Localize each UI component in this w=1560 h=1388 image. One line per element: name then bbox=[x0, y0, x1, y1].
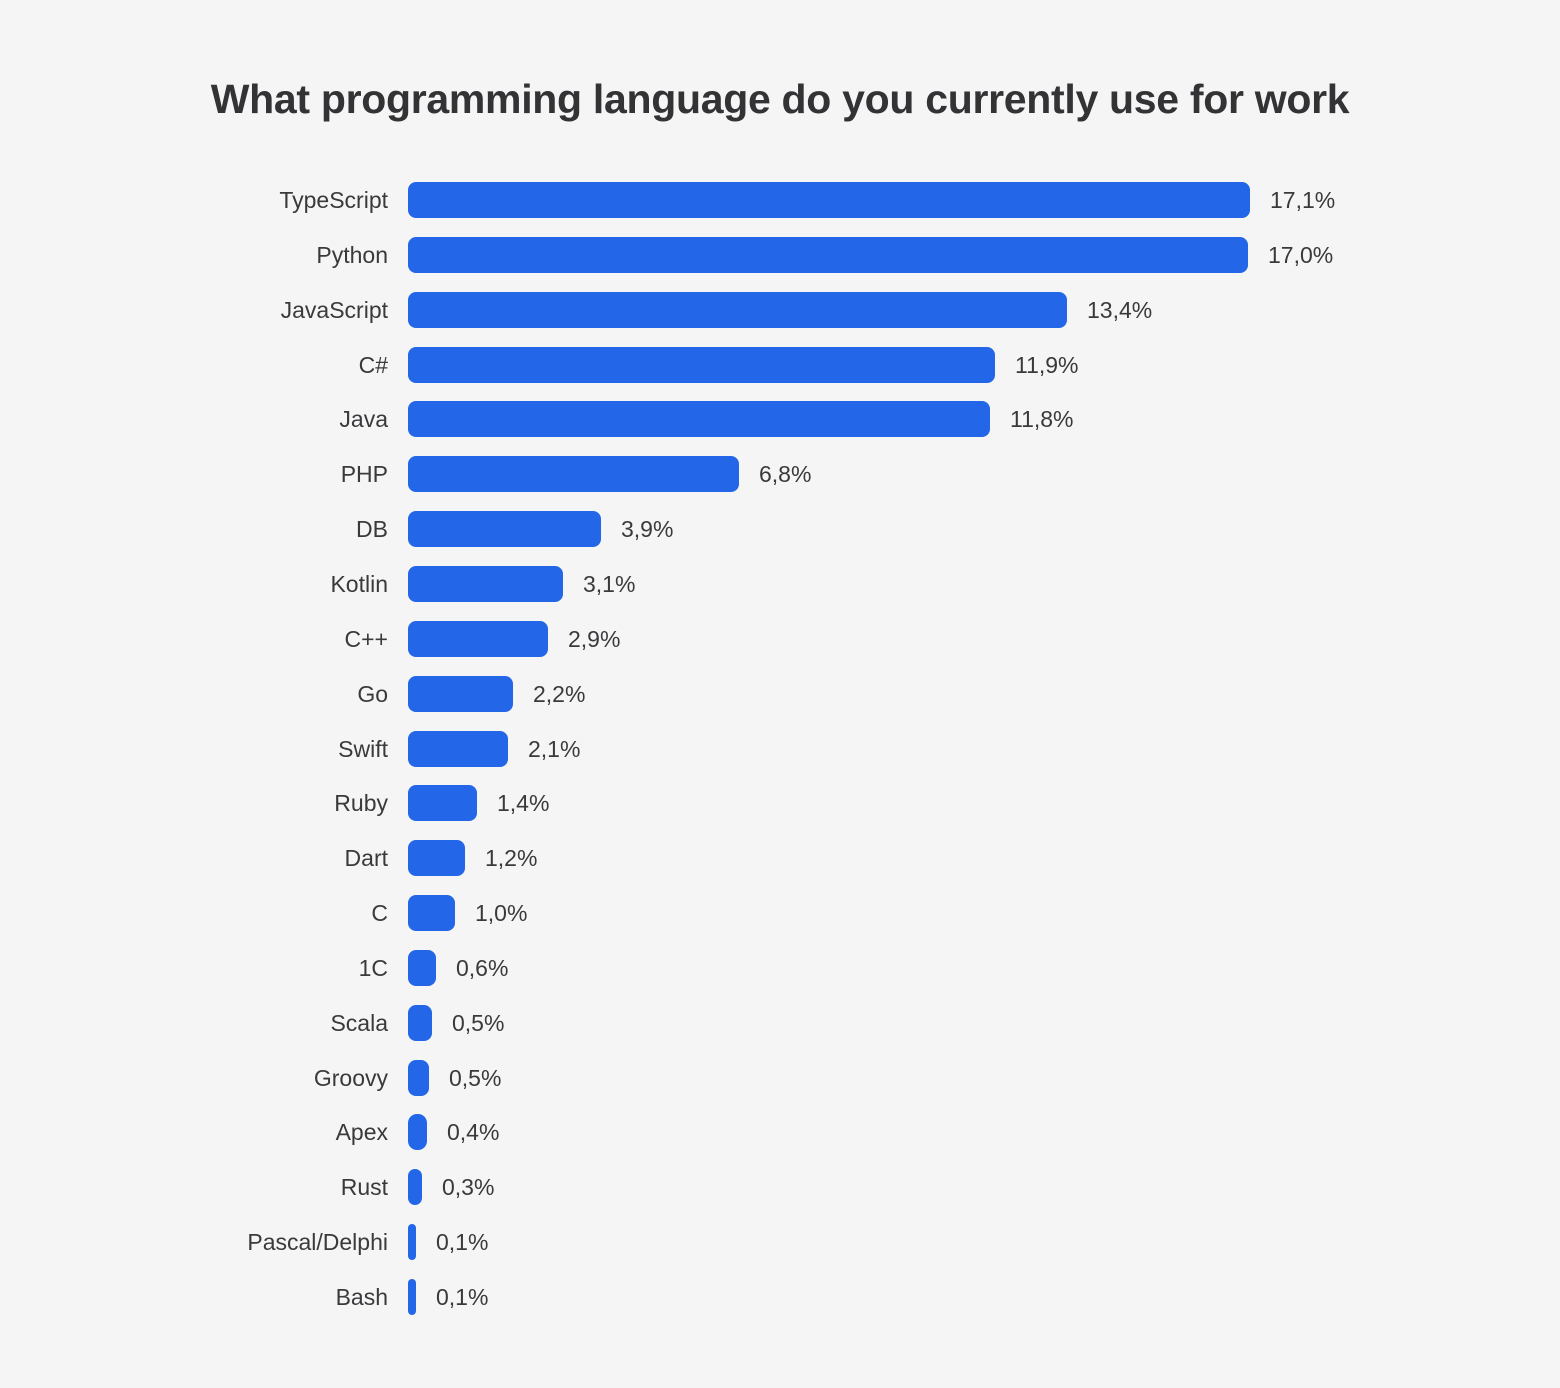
bar bbox=[408, 401, 990, 437]
bar-row: JavaScript 13,4% bbox=[0, 292, 1560, 328]
value-label: 0,6% bbox=[456, 955, 509, 981]
bar-row: Dart 1,2% bbox=[0, 840, 1560, 876]
bar-row: Bash 0,1% bbox=[0, 1279, 1560, 1315]
bar bbox=[408, 1005, 432, 1041]
bar-row: Python 17,0% bbox=[0, 237, 1560, 273]
bar bbox=[408, 840, 465, 876]
value-label: 1,4% bbox=[497, 790, 550, 816]
bar-row: Pascal/Delphi 0,1% bbox=[0, 1224, 1560, 1260]
bar-row: C# 11,9% bbox=[0, 347, 1560, 383]
value-label: 2,2% bbox=[533, 681, 586, 707]
bar bbox=[408, 895, 455, 931]
category-label: TypeScript bbox=[279, 187, 388, 213]
category-label: C# bbox=[358, 352, 388, 378]
bar bbox=[408, 1060, 429, 1096]
bar bbox=[408, 1224, 416, 1260]
category-label: JavaScript bbox=[280, 297, 388, 323]
category-label: Python bbox=[316, 242, 388, 268]
category-label: Kotlin bbox=[330, 571, 388, 597]
bar-row: C++ 2,9% bbox=[0, 621, 1560, 657]
value-label: 0,1% bbox=[436, 1229, 489, 1255]
category-label: Pascal/Delphi bbox=[247, 1229, 388, 1255]
bar-row: Rust 0,3% bbox=[0, 1169, 1560, 1205]
chart-title: What programming language do you current… bbox=[210, 76, 1350, 122]
bar-row: Apex 0,4% bbox=[0, 1114, 1560, 1150]
category-label: 1C bbox=[358, 955, 388, 981]
category-label: C++ bbox=[344, 626, 388, 652]
bar-row: PHP 6,8% bbox=[0, 456, 1560, 492]
category-label: Ruby bbox=[334, 790, 388, 816]
bar bbox=[408, 621, 548, 657]
category-label: PHP bbox=[340, 461, 388, 487]
value-label: 0,5% bbox=[452, 1010, 505, 1036]
value-label: 11,9% bbox=[1015, 352, 1079, 378]
bar-row: Ruby 1,4% bbox=[0, 785, 1560, 821]
category-label: Java bbox=[339, 406, 388, 432]
bar-row: C 1,0% bbox=[0, 895, 1560, 931]
bar bbox=[408, 237, 1248, 273]
value-label: 6,8% bbox=[759, 461, 812, 487]
bar bbox=[408, 456, 739, 492]
bar-row: Go 2,2% bbox=[0, 676, 1560, 712]
bar bbox=[408, 950, 436, 986]
category-label: C bbox=[371, 900, 388, 926]
category-label: Scala bbox=[330, 1010, 388, 1036]
value-label: 11,8% bbox=[1010, 406, 1074, 432]
value-label: 17,1% bbox=[1270, 187, 1336, 213]
value-label: 2,9% bbox=[568, 626, 621, 652]
category-label: DB bbox=[356, 516, 388, 542]
bar bbox=[408, 1114, 427, 1150]
category-label: Apex bbox=[335, 1119, 388, 1145]
value-label: 17,0% bbox=[1268, 242, 1334, 268]
bar-row: DB 3,9% bbox=[0, 511, 1560, 547]
bar bbox=[408, 1279, 416, 1315]
value-label: 3,1% bbox=[583, 571, 636, 597]
bar-row: Groovy 0,5% bbox=[0, 1060, 1560, 1096]
bar-row: Swift 2,1% bbox=[0, 731, 1560, 767]
bar bbox=[408, 1169, 422, 1205]
value-label: 3,9% bbox=[621, 516, 674, 542]
bar-row: Scala 0,5% bbox=[0, 1005, 1560, 1041]
bar-row: Kotlin 3,1% bbox=[0, 566, 1560, 602]
bar-row: 1C 0,6% bbox=[0, 950, 1560, 986]
value-label: 0,4% bbox=[447, 1119, 500, 1145]
bar bbox=[408, 347, 995, 383]
value-label: 13,4% bbox=[1087, 297, 1153, 323]
bar bbox=[408, 731, 508, 767]
bar bbox=[408, 785, 477, 821]
value-label: 1,2% bbox=[485, 845, 538, 871]
bar bbox=[408, 511, 601, 547]
bar-row: TypeScript 17,1% bbox=[0, 182, 1560, 218]
value-label: 1,0% bbox=[475, 900, 528, 926]
bar bbox=[408, 676, 513, 712]
category-label: Go bbox=[357, 681, 388, 707]
category-label: Swift bbox=[338, 736, 388, 762]
category-label: Dart bbox=[344, 845, 388, 871]
value-label: 2,1% bbox=[528, 736, 581, 762]
category-label: Rust bbox=[340, 1174, 388, 1200]
value-label: 0,5% bbox=[449, 1065, 502, 1091]
bar bbox=[408, 292, 1067, 328]
category-label: Groovy bbox=[313, 1065, 388, 1091]
bar bbox=[408, 182, 1250, 218]
bar bbox=[408, 566, 563, 602]
category-label: Bash bbox=[335, 1284, 388, 1310]
bar-row: Java 11,8% bbox=[0, 401, 1560, 437]
value-label: 0,1% bbox=[436, 1284, 489, 1310]
value-label: 0,3% bbox=[442, 1174, 495, 1200]
